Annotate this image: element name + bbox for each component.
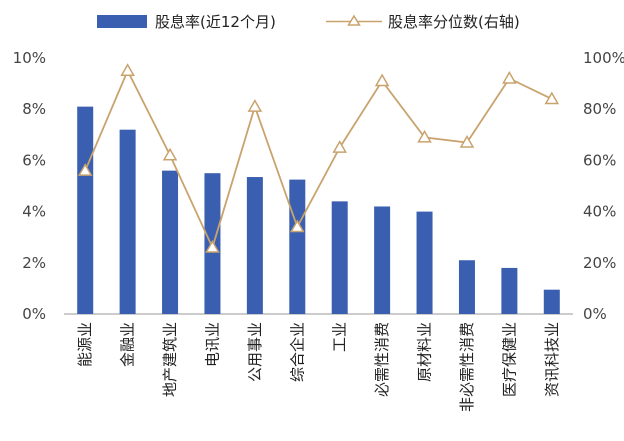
right-axis-tick-label: 40% (583, 203, 616, 221)
legend-bar-label: 股息率(近12个月) (155, 13, 276, 31)
category-label: 非必需性消费 (458, 322, 476, 412)
line-point (332, 140, 348, 153)
category-label: 地产建筑业 (161, 322, 179, 397)
line-point (417, 129, 432, 143)
bar (119, 129, 136, 314)
right-axis-tick-label: 100% (583, 49, 624, 67)
category-label: 工业 (331, 322, 349, 352)
line-point (77, 163, 93, 176)
left-axis-tick-label: 4% (22, 203, 46, 221)
right-axis-tick-label: 20% (583, 254, 616, 272)
right-axis-tick-label: 0% (583, 305, 607, 323)
bar (543, 289, 560, 314)
line-point (205, 239, 220, 253)
right-axis-tick-label: 80% (583, 100, 616, 118)
left-axis-tick-label: 6% (22, 151, 46, 169)
legend-line-marker (347, 14, 361, 26)
category-label: 综合企业 (288, 322, 306, 382)
line-point (502, 70, 517, 84)
legend-line-label: 股息率分位数(右轴) (388, 13, 520, 31)
category-label: 医疗保健业 (500, 322, 518, 397)
bar-series (77, 106, 560, 314)
bar (458, 260, 475, 314)
category-label: 资讯科技业 (543, 322, 561, 397)
left-axis-tick-label: 0% (22, 305, 46, 323)
line-point (459, 134, 475, 148)
line-point (247, 99, 263, 112)
axes: 0% 2% 4% 6% 8% 10% 0% 20% 40% 60% 80% 100% (13, 49, 624, 323)
category-label: 电讯业 (203, 322, 221, 367)
bar (77, 106, 94, 314)
category-label: 能源业 (76, 322, 94, 367)
left-axis-tick-label: 8% (22, 100, 46, 118)
line-point (289, 219, 305, 233)
right-axis-tick-label: 60% (583, 151, 616, 169)
line-point (120, 63, 135, 77)
legend: 股息率(近12个月) 股息率分位数(右轴) (97, 13, 520, 31)
bar (289, 179, 306, 314)
bar (331, 201, 348, 314)
category-label: 金融业 (119, 322, 137, 367)
bar (246, 177, 263, 314)
legend-bar-swatch (97, 15, 147, 28)
left-axis-tick-label: 10% (13, 49, 46, 67)
line-point (544, 91, 560, 105)
bar (374, 206, 391, 314)
line-series (77, 63, 560, 253)
bar (416, 211, 433, 314)
category-label: 公用事业 (246, 322, 264, 382)
bar (501, 267, 518, 314)
category-label: 原材料业 (416, 322, 434, 382)
category-labels: 能源业 金融业 地产建筑业 电讯业 公用事业 综合企业 工业 必需性消费 原材料业 非必需性消费 医… (76, 322, 561, 412)
line-path (84, 68, 553, 250)
left-axis-tick-label: 2% (22, 254, 46, 272)
category-label: 必需性消费 (373, 322, 391, 397)
line-point (162, 147, 178, 161)
line-point (374, 73, 390, 87)
bar (162, 170, 179, 314)
